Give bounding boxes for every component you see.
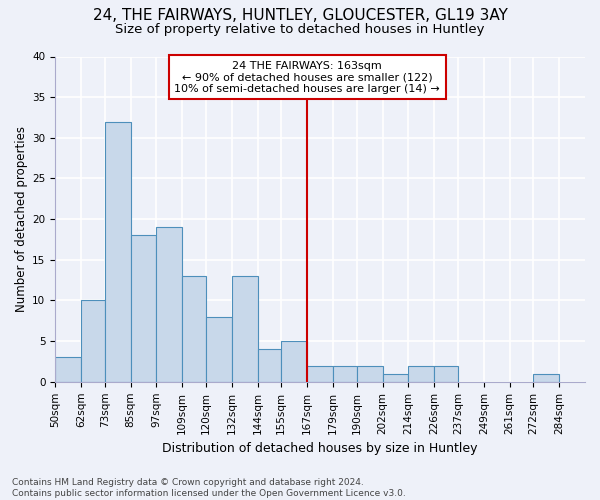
Bar — [206, 317, 232, 382]
Bar — [81, 300, 104, 382]
Bar — [157, 228, 182, 382]
Y-axis label: Number of detached properties: Number of detached properties — [15, 126, 28, 312]
Bar — [232, 276, 257, 382]
Bar — [533, 374, 559, 382]
Bar — [55, 358, 81, 382]
Bar — [356, 366, 383, 382]
Text: Size of property relative to detached houses in Huntley: Size of property relative to detached ho… — [115, 22, 485, 36]
Bar — [333, 366, 356, 382]
Bar — [383, 374, 409, 382]
Bar — [104, 122, 131, 382]
X-axis label: Distribution of detached houses by size in Huntley: Distribution of detached houses by size … — [163, 442, 478, 455]
Bar — [131, 236, 157, 382]
Text: Contains HM Land Registry data © Crown copyright and database right 2024.
Contai: Contains HM Land Registry data © Crown c… — [12, 478, 406, 498]
Bar — [257, 350, 281, 382]
Bar — [307, 366, 333, 382]
Bar — [434, 366, 458, 382]
Text: 24 THE FAIRWAYS: 163sqm
← 90% of detached houses are smaller (122)
10% of semi-d: 24 THE FAIRWAYS: 163sqm ← 90% of detache… — [174, 60, 440, 94]
Bar — [409, 366, 434, 382]
Text: 24, THE FAIRWAYS, HUNTLEY, GLOUCESTER, GL19 3AY: 24, THE FAIRWAYS, HUNTLEY, GLOUCESTER, G… — [92, 8, 508, 22]
Bar — [281, 341, 307, 382]
Bar — [182, 276, 206, 382]
